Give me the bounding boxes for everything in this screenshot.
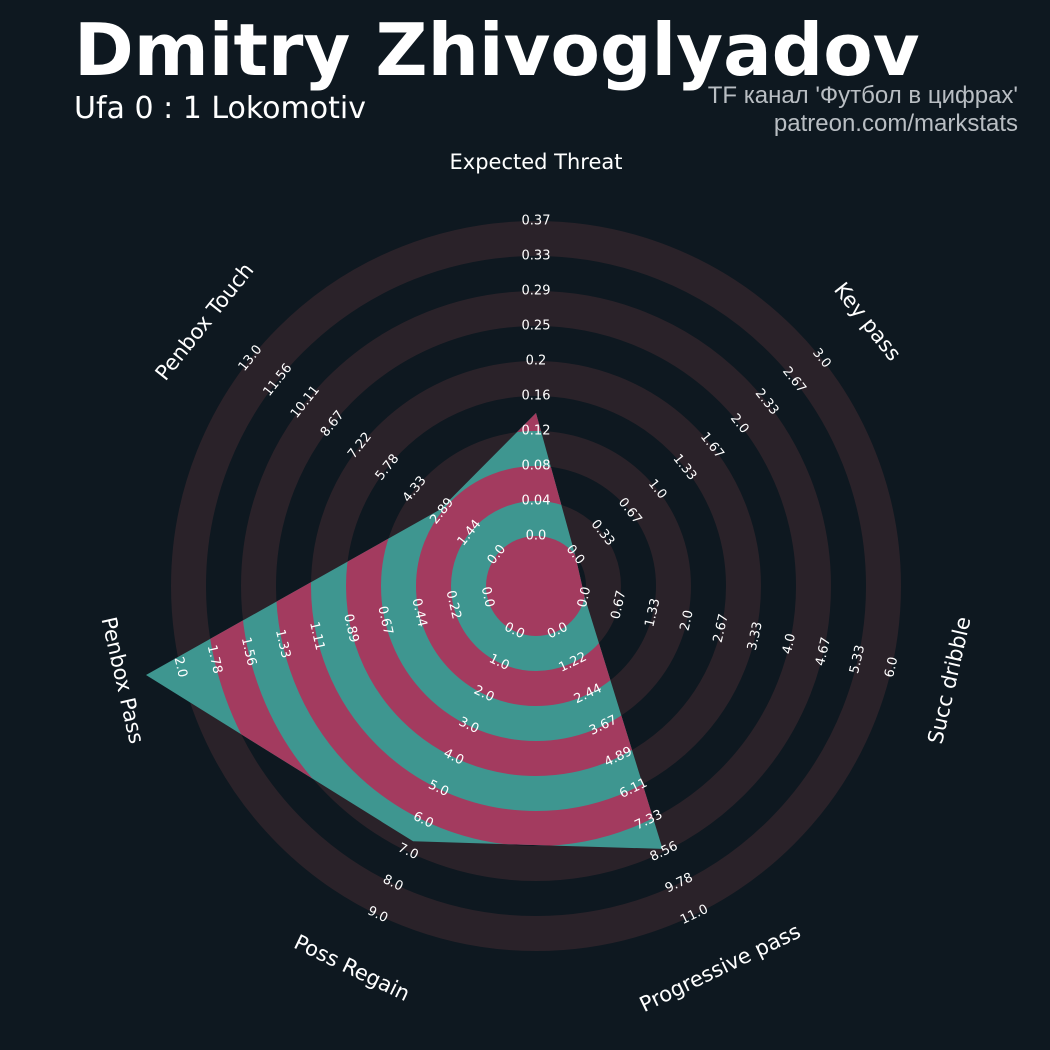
axis-label: Key pass	[829, 278, 906, 366]
tick-label: 0.67	[374, 605, 395, 637]
player-ring	[346, 413, 663, 776]
axis-label: Progressive pass	[636, 919, 805, 1017]
player-name-title: Dmitry Zhivoglyadov	[74, 8, 920, 92]
axis-label: Poss Regain	[290, 930, 413, 1006]
tick-label: 1.33	[642, 597, 663, 629]
match-score-subtitle: Ufa 0 : 1 Lokomotiv	[74, 91, 366, 126]
tick-label: 0.25	[522, 319, 551, 334]
tick-label: 1.78	[204, 644, 225, 676]
tick-label: 0.37	[522, 214, 551, 229]
credit-patreon: patreon.com/markstats	[773, 110, 1018, 137]
ring-band	[171, 221, 901, 951]
tick-label: 0.44	[408, 597, 429, 629]
player-ring-core	[486, 536, 586, 636]
tick-label: 0.2	[526, 354, 547, 369]
tick-label: 2.67	[711, 613, 732, 645]
tick-label: 0.08	[522, 459, 551, 474]
credit-channel: TF канал 'Футбол в цифрах'	[707, 82, 1018, 109]
axis-label: Succ dribble	[923, 614, 975, 746]
axis-label: Expected Threat	[450, 150, 623, 174]
tick-label: 4.0	[780, 632, 799, 656]
tick-label: 6.0	[882, 655, 901, 679]
tick-label: 0.29	[522, 284, 551, 299]
axis-label: Penbox Pass	[97, 615, 149, 746]
tick-label: 0.89	[340, 613, 361, 645]
tick-label: 2.0	[171, 655, 190, 679]
tick-label: 0.0	[526, 529, 547, 544]
tick-label: 1.56	[238, 636, 259, 668]
tick-label: 0.16	[522, 389, 551, 404]
tick-label: 0.0	[575, 585, 594, 609]
tick-label: 0.04	[522, 494, 551, 509]
tick-label: 0.0	[478, 585, 497, 609]
tick-label: 0.12	[522, 424, 551, 439]
tick-label: 3.33	[745, 620, 766, 652]
tick-label: 0.22	[443, 589, 464, 621]
tick-label: 0.67	[608, 589, 629, 621]
tick-label: 2.0	[677, 609, 696, 633]
tick-label: 5.33	[847, 644, 868, 676]
ring-band	[241, 291, 831, 881]
tick-label: 4.67	[813, 636, 834, 668]
tick-label: 1.33	[272, 628, 293, 660]
tick-label: 1.11	[306, 620, 327, 652]
tick-label: 0.33	[522, 249, 551, 264]
